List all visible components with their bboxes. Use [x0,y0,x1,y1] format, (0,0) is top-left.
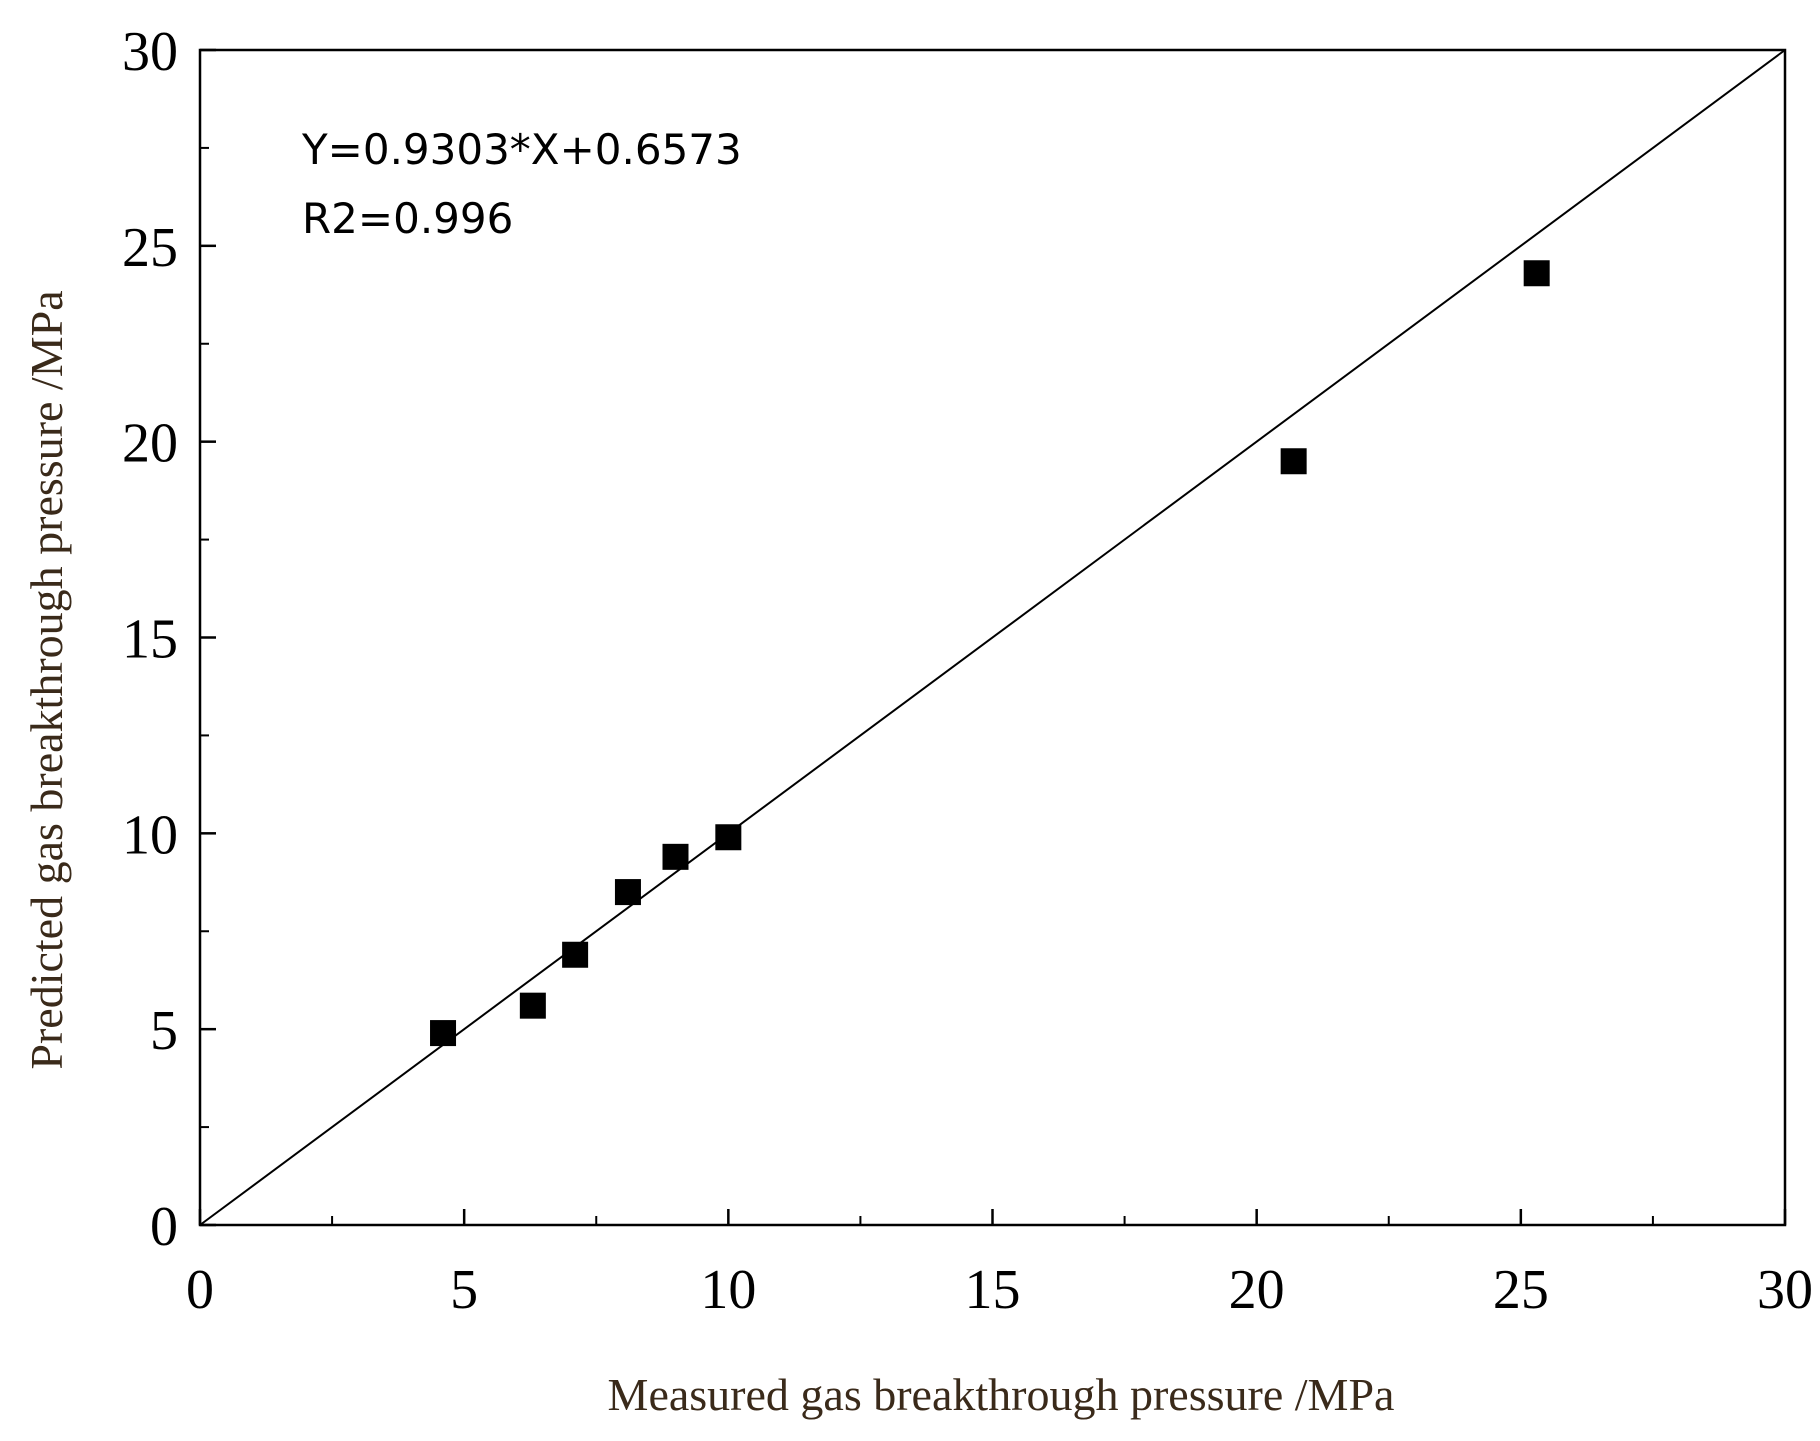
x-tick-label: 20 [1229,1259,1285,1321]
y-tick-label: 20 [122,413,178,475]
y-tick-label: 15 [122,609,178,671]
data-point [562,941,589,968]
x-tick-label: 15 [965,1259,1021,1321]
data-point [430,1020,457,1047]
x-tick-label: 10 [700,1259,756,1321]
data-point [614,879,641,906]
regression-equation: Y=0.9303*X+0.6573 [301,125,742,174]
plot-area [199,49,1786,1226]
y-axis-title: Predicted gas breakthrough pressure /MPa [21,290,72,1069]
axes: 0 5 10 15 20 25 30 0 5 10 15 20 25 30 [122,21,1813,1321]
y-tick-label: 0 [150,1196,178,1258]
data-point [715,824,742,851]
x-tick-label: 5 [450,1259,478,1321]
data-point [1523,260,1550,287]
x-tick-label: 30 [1757,1259,1813,1321]
y-tick-label: 10 [122,804,178,866]
data-point [662,843,689,870]
y-tick-label: 25 [122,217,178,279]
y-tick-label: 30 [122,21,178,83]
data-point [519,992,546,1019]
y-tick-label: 5 [150,1000,178,1062]
x-tick-label: 0 [186,1259,214,1321]
x-axis-title: Measured gas breakthrough pressure /MPa [608,1369,1395,1420]
x-tick-label: 25 [1493,1259,1549,1321]
data-point [1280,448,1307,475]
r-squared-label: R2=0.996 [302,194,513,243]
fit-line [199,49,1786,1226]
